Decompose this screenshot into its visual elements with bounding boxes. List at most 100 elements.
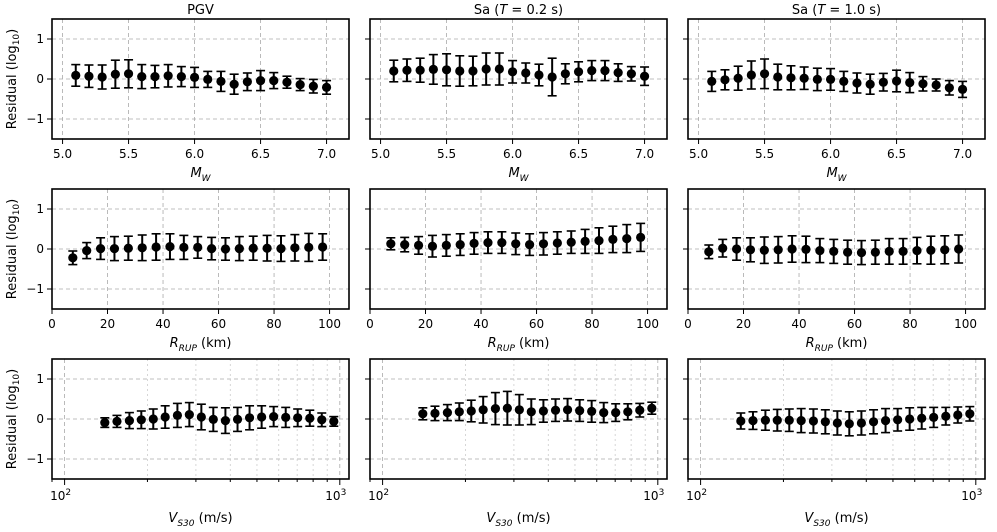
data-point	[455, 240, 465, 250]
panel-frame	[369, 18, 668, 140]
data-point	[329, 416, 339, 426]
y-tick-label: 0	[36, 242, 44, 256]
data-point	[918, 79, 928, 89]
x-tick-label: 0	[684, 317, 692, 331]
data-point	[843, 247, 853, 257]
panel: 0 20 40 60 80 100	[365, 188, 668, 331]
data-point	[269, 76, 279, 86]
data-point	[507, 67, 518, 77]
data-point	[172, 410, 183, 420]
data-point	[552, 238, 562, 248]
x-axis-label: MW	[826, 166, 847, 184]
data-point	[160, 412, 170, 422]
y-axis-label-text: Residual (log10)	[5, 199, 22, 299]
data-point	[521, 68, 531, 78]
x-tick-label: 7.0	[953, 147, 972, 161]
x-tick-label: 5.5	[119, 147, 138, 161]
data-point	[745, 245, 756, 255]
data-point	[502, 403, 512, 413]
data-point	[611, 408, 621, 418]
data-point	[184, 410, 194, 420]
data-point	[189, 72, 200, 82]
data-point	[430, 408, 440, 418]
data-point	[731, 244, 742, 254]
data-point	[494, 64, 504, 74]
column-title: Sa (T = 1.0 s)	[792, 3, 881, 18]
data-point	[547, 72, 557, 82]
data-point	[796, 416, 806, 426]
y-tick-label: −1	[26, 452, 44, 466]
data-point	[97, 72, 107, 82]
data-point	[248, 243, 258, 253]
data-point	[929, 412, 939, 422]
data-point	[427, 241, 438, 251]
data-point	[538, 239, 549, 249]
data-point	[812, 74, 822, 84]
panel-frame	[369, 188, 668, 310]
data-point	[832, 418, 842, 428]
data-point	[386, 239, 396, 249]
data-point	[760, 415, 771, 425]
x-axis-label: MW	[190, 166, 211, 184]
x-tick-label: 6.0	[185, 147, 204, 161]
panel: 102 103	[683, 358, 986, 503]
data-point	[820, 417, 830, 427]
data-point	[318, 242, 328, 252]
data-point	[308, 81, 318, 91]
data-point	[305, 413, 315, 423]
x-tick-label: 100	[954, 317, 977, 331]
panel: −1 0 1 5.0 5.5 6.0 6.5 7.0	[26, 18, 350, 161]
data-point	[497, 238, 507, 248]
y-axis-label: Residual (log10)	[5, 29, 22, 129]
x-tick-label: 103	[961, 488, 982, 503]
data-point	[931, 80, 941, 90]
data-point	[746, 70, 756, 80]
x-axis-label: RRUP (km)	[806, 336, 868, 354]
data-point	[852, 78, 862, 88]
y-tick-label: 1	[36, 372, 44, 386]
data-point	[514, 405, 524, 415]
panel: 5.0 5.5 6.0 6.5 7.0	[683, 18, 986, 161]
data-point	[613, 68, 623, 78]
panel-frame	[51, 18, 350, 140]
y-tick-label: −1	[26, 282, 44, 296]
x-tick-label: 80	[266, 317, 281, 331]
data-point	[870, 247, 880, 257]
data-point	[786, 73, 796, 83]
data-point	[402, 65, 412, 75]
data-point	[856, 248, 867, 258]
x-tick-label: 20	[736, 317, 751, 331]
data-point	[207, 244, 217, 254]
x-tick-label: 60	[211, 317, 226, 331]
data-point	[880, 416, 891, 426]
data-point	[282, 77, 292, 87]
data-point	[912, 246, 922, 256]
x-axis-label: RRUP (km)	[170, 336, 232, 354]
y-tick-label: 0	[36, 412, 44, 426]
data-point	[481, 64, 491, 74]
panel-frame	[687, 358, 986, 480]
data-point	[940, 245, 950, 255]
data-point	[647, 403, 657, 413]
data-point	[418, 409, 428, 419]
data-point	[953, 410, 963, 420]
x-tick-label: 102	[686, 488, 707, 503]
data-point	[784, 415, 794, 425]
data-point	[773, 245, 783, 255]
data-point	[232, 414, 243, 424]
data-point	[389, 66, 399, 76]
x-axis-label: RRUP (km)	[488, 336, 550, 354]
data-point	[580, 236, 590, 246]
data-point	[759, 245, 769, 255]
data-point	[276, 244, 286, 254]
data-point	[829, 246, 839, 256]
data-point	[244, 413, 255, 423]
data-point	[893, 415, 903, 425]
data-point	[468, 66, 478, 76]
x-tick-label: 0	[366, 317, 374, 331]
data-point	[84, 71, 94, 81]
data-point	[865, 79, 875, 89]
data-point	[109, 244, 120, 254]
data-point	[220, 416, 231, 426]
